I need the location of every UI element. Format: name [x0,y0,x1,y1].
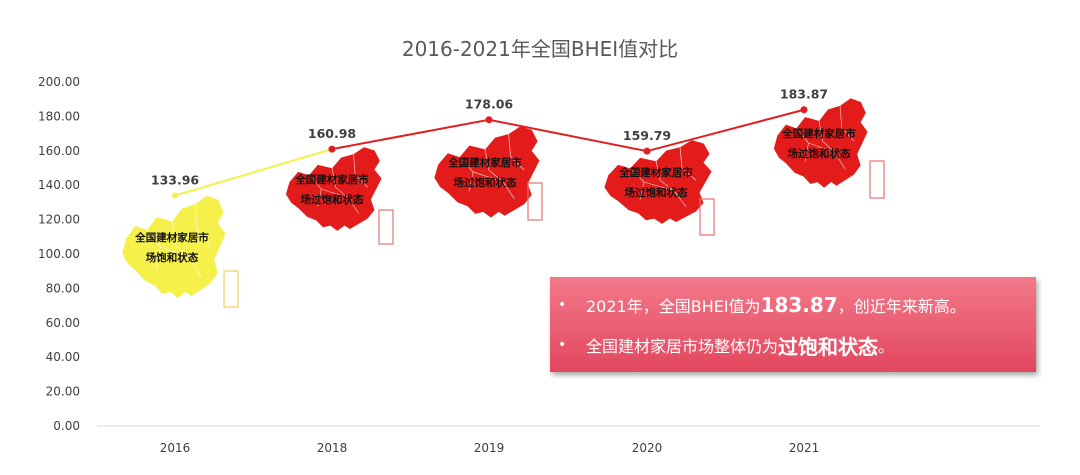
map-label-line-1: 全国建材家居市 [618,166,693,179]
province-lines [459,133,525,200]
map-label-line-1: 全国建材家居市 [294,173,369,186]
summary-line-2-suffix: 。 [878,337,895,356]
china-map-icon [433,125,541,219]
y-tick-label: 100.00 [38,247,80,261]
map-label-line-1: 全国建材家居市 [781,127,856,140]
x-tick-label: 2016 [160,441,191,455]
summary-line-1-prefix: 2021年，全国BHEI值为 [586,297,761,316]
summary-line-1-suffix: ，创近年来新高。 [837,297,966,316]
data-point [643,147,651,155]
summary-line-1-value: 183.87 [760,293,838,317]
province-lines [146,203,211,278]
summary-callout: • 2021年，全国BHEI值为 183.87 ，创近年来新高。 • 全国建材家居市… [550,277,1036,372]
data-label: 159.79 [623,128,671,143]
y-tick-label: 140.00 [38,178,80,192]
y-tick-label: 120.00 [38,213,80,227]
data-label: 160.98 [308,126,356,141]
x-tick-label: 2020 [632,441,663,455]
china-map-shape [433,125,541,219]
y-tick-label: 0.00 [53,419,80,433]
map-label-line-2: 场饱和状态 [146,251,199,264]
province-lines [796,105,855,170]
summary-line-2-emphasis: 过饱和状态 [778,334,879,359]
series-segment-2016-2018 [174,148,333,197]
island-inset-box [378,209,394,245]
island-inset-box [869,160,885,199]
summary-line-1: • 2021年，全国BHEI值为 183.87 ，创近年来新高。 [558,285,1036,325]
island-inset-box [699,198,715,236]
series-line [331,108,805,153]
china-map-icon [121,194,227,300]
bhei-series: 133.96 160.98 178.06 159.79 183.87 [151,87,828,199]
island-inset-box [223,270,239,308]
bullet-icon: • [558,297,567,313]
map-label-line-2: 场过饱和状态 [788,147,851,160]
map-label-line-1: 全国建材家居市 [134,231,209,244]
x-tick-label: 2019 [474,441,505,455]
y-tick-label: 20.00 [46,385,80,399]
summary-line-2-prefix: 全国建材家居市场整体仍为 [586,337,779,356]
bullet-icon: • [558,337,567,353]
china-map-icon [603,139,713,225]
province-lines [629,146,697,207]
summary-line-2: • 全国建材家居市场整体仍为 过饱和状态。 [558,325,1036,365]
y-tick-label: 40.00 [46,350,80,364]
province-lines [308,153,368,214]
data-label: 133.96 [151,173,200,188]
y-tick-label: 200.00 [38,75,80,89]
y-tick-label: 160.00 [38,144,80,158]
china-map-icon [285,146,383,232]
china-map-shape [603,139,713,225]
y-tick-label: 180.00 [38,109,80,123]
y-tick-label: 80.00 [46,281,80,295]
china-map-icon [773,97,869,189]
axes: 0.00 20.00 40.00 60.00 80.00 100.00 120.00 140.… [38,75,1040,455]
data-point [328,145,336,153]
x-tick-label: 2021 [789,441,820,455]
island-inset-box [527,182,543,221]
x-tick-label: 2018 [317,441,348,455]
china-map-shape [121,194,227,300]
data-point [172,192,178,199]
data-label: 183.87 [780,87,828,102]
map-label-line-2: 场过饱和状态 [625,186,688,199]
y-tick-label: 60.00 [46,316,80,330]
map-label-line-2: 场过饱和状态 [301,193,364,206]
china-map-shape [773,97,869,189]
data-point [485,116,493,124]
map-label-line-1: 全国建材家居市 [447,156,522,169]
china-maps: 全国建材家居市场饱和状态全国建材家居市场过饱和状态全国建材家居市场过饱和状态全国… [121,97,885,308]
china-map-shape [285,146,383,232]
map-label-line-2: 场过饱和状态 [454,176,517,189]
data-label: 178.06 [465,97,514,112]
data-point [800,106,808,114]
chart-title: 2016-2021年全国BHEI值对比 [402,37,678,61]
